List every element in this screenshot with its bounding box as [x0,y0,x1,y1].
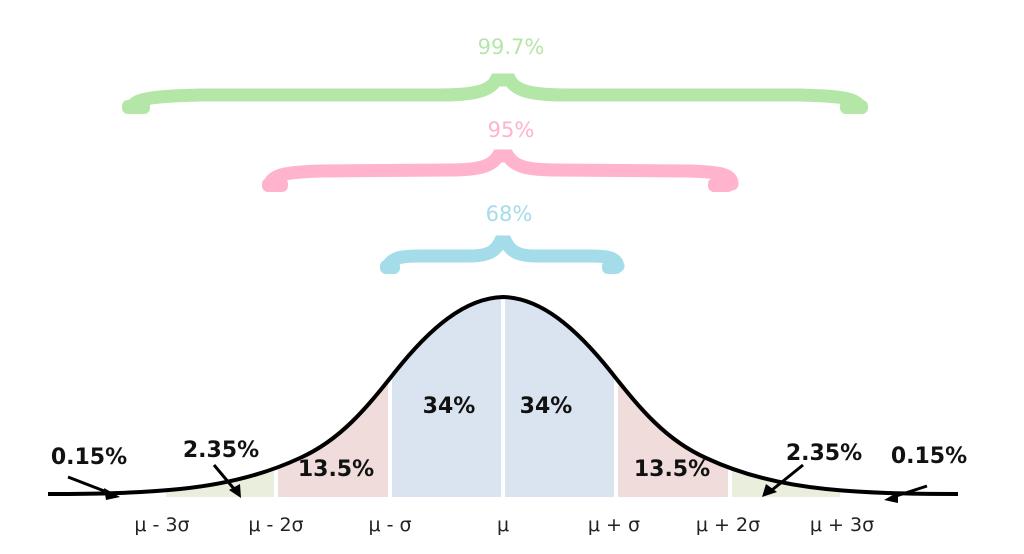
brace-95-tip-left [262,178,288,192]
band-3sigma-left [166,470,274,497]
brace-99-7 [126,73,867,113]
brace-95 [263,149,739,191]
band-label-tail-left: 0.15% [50,445,128,470]
brace-68-tip-left [380,260,400,274]
shaded-bands [166,297,840,497]
arrow-b3-right [771,463,804,492]
x-tick-mu-plus-sigma: μ + σ [587,514,641,536]
annotation-arrows [67,463,928,503]
x-tick-mu-minus-2sigma: μ - 2σ [248,514,304,536]
arrow-tail-left-head [104,488,120,500]
band-label-b2-left: 13.5% [297,457,375,482]
band-label-b3-left: 2.35% [182,438,260,463]
band-label-b1-left: 34% [422,394,476,419]
band-label-b3-right: 2.35% [785,441,863,466]
x-tick-mu: μ [496,514,510,536]
range-label-68: 68% [485,202,533,226]
x-tick-mu-minus-sigma: μ - σ [368,514,412,536]
band-1sigma-left [392,297,501,497]
brace-99-7-tip-right [840,100,868,114]
band-label-tail-right: 0.15% [890,444,968,469]
range-label-95: 95% [487,118,535,142]
x-tick-mu-minus-3sigma: μ - 3σ [134,514,190,536]
arrow-tail-right-head [884,492,898,503]
brace-68 [381,235,625,273]
range-label-99-7: 99.7% [477,35,545,59]
brace-68-tip-right [602,260,622,274]
arrow-b3-right-head [762,484,777,497]
arrow-b3-left [212,464,237,491]
x-tick-mu-plus-3sigma: μ + 3σ [809,514,875,536]
band-label-b2-right: 13.5% [633,457,711,482]
arrow-b3-left-head [229,484,241,498]
band-3sigma-right [732,470,840,497]
band-1sigma-right [505,297,614,497]
arrow-tail-right [892,484,928,499]
x-tick-mu-plus-2sigma: μ + 2σ [695,514,761,536]
band-label-b1-right: 34% [519,394,573,419]
brace-95-tip-right [708,178,734,192]
brace-99-7-tip-left [122,100,150,114]
